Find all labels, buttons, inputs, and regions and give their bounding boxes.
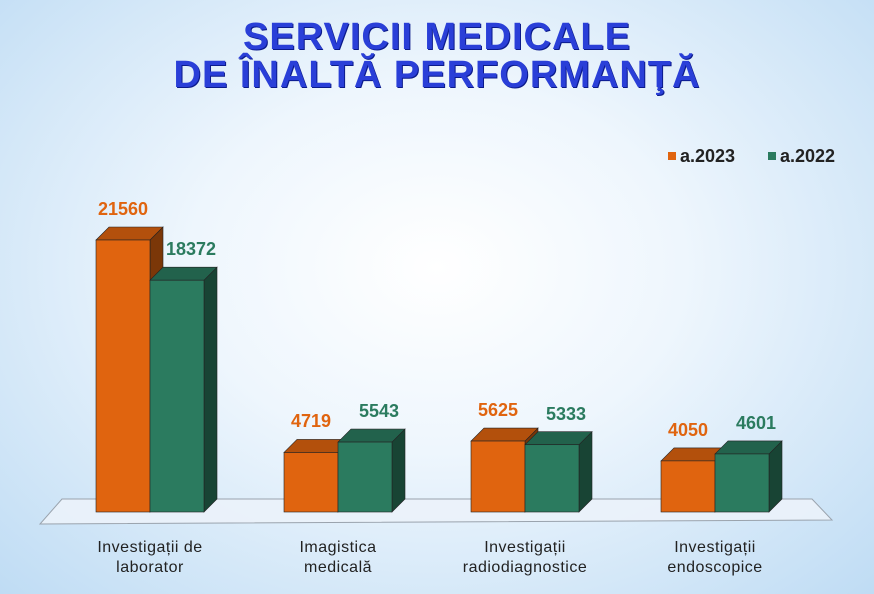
- bar-front: [524, 444, 580, 513]
- bar-side: [578, 430, 593, 513]
- x-tick-label: Investigații radiodiagnostice: [462, 539, 588, 576]
- x-tick-label: Investigații de laborator: [97, 539, 203, 576]
- value-label: 5333: [545, 403, 587, 424]
- chart-title: SERVICII MEDICALE DE ÎNALTĂ PERFORMANŢĂ: [173, 16, 701, 96]
- bar-side: [391, 428, 406, 513]
- x-tick-label: Investigații endoscopice: [667, 539, 763, 576]
- value-label: 21560: [97, 199, 149, 219]
- bar-front: [337, 441, 393, 513]
- legend-label: a.2023: [680, 146, 736, 166]
- value-label: 4050: [667, 419, 709, 440]
- bar-side: [203, 266, 218, 513]
- legend-swatch: [768, 152, 776, 160]
- legend-swatch: [668, 152, 676, 160]
- x-tick-label: Imagistica medicală: [299, 539, 377, 576]
- bar: [524, 430, 593, 513]
- value-label: 18372: [165, 239, 217, 260]
- value-label: 4719: [290, 411, 332, 432]
- bar: [149, 266, 218, 513]
- value-label: 4601: [735, 412, 777, 433]
- value-label: 5543: [358, 401, 400, 422]
- floor: [38, 498, 834, 525]
- value-label: 5625: [477, 400, 519, 421]
- legend-label: a.2022: [780, 146, 836, 166]
- bar-front: [149, 279, 205, 513]
- bar-front: [714, 453, 770, 513]
- bar: [337, 428, 406, 513]
- bar: [714, 440, 783, 513]
- bar-front: [283, 452, 339, 513]
- bar-front: [660, 460, 716, 513]
- bar: [470, 427, 539, 513]
- bar-front: [95, 239, 151, 513]
- bar-front: [470, 440, 526, 513]
